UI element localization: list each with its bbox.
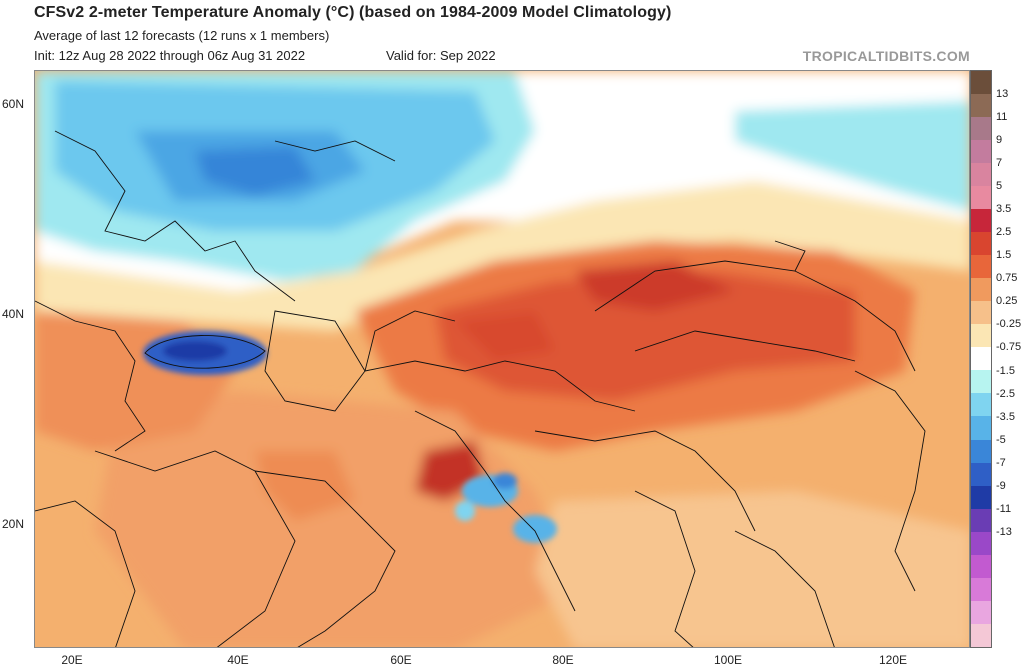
colorbar-segment	[971, 140, 991, 164]
colorbar-segment	[971, 485, 991, 509]
colorbar-segment	[971, 393, 991, 417]
lon-label-20e: 20E	[61, 653, 83, 667]
colorbar-label: -0.75	[996, 341, 1022, 354]
colorbar-segment	[971, 278, 991, 302]
colorbar	[970, 70, 992, 648]
colorbar-label: -5	[996, 433, 1006, 446]
chart-title: CFSv2 2-meter Temperature Anomaly (°C) (…	[34, 4, 672, 21]
lon-label-120e: 120E	[878, 653, 908, 667]
colorbar-segment	[971, 255, 991, 279]
colorbar-label: 3.5	[996, 203, 1012, 216]
colorbar-label: 5	[996, 180, 1003, 193]
colorbar-segment	[971, 370, 991, 394]
colorbar-segment	[971, 163, 991, 187]
colorbar-segment	[971, 439, 991, 463]
colorbar-label: 0.25	[996, 295, 1018, 308]
valid-time: Valid for: Sep 2022	[386, 48, 496, 63]
colorbar-label: 7	[996, 157, 1003, 170]
colorbar-label: -1.5	[996, 364, 1015, 377]
colorbar-segment	[971, 209, 991, 233]
colorbar-segment	[971, 554, 991, 578]
colorbar-segment	[971, 324, 991, 348]
colorbar-label: 1.5	[996, 249, 1012, 262]
colorbar-segment	[971, 347, 991, 371]
colorbar-segment	[971, 623, 991, 647]
chart-subtitle: Average of last 12 forecasts (12 runs x …	[34, 28, 330, 43]
lon-label-100e: 100E	[713, 653, 743, 667]
lon-label-60e: 60E	[390, 653, 412, 667]
lon-label-40e: 40E	[227, 653, 249, 667]
colorbar-segment	[971, 186, 991, 210]
anomaly-map	[34, 70, 970, 648]
colorbar-segment	[971, 508, 991, 532]
colorbar-label: -7	[996, 456, 1006, 469]
colorbar-segment	[971, 71, 991, 95]
colorbar-label: 0.75	[996, 272, 1018, 285]
colorbar-label: -9	[996, 479, 1006, 492]
colorbar-label: 9	[996, 134, 1003, 147]
lon-label-80e: 80E	[552, 653, 574, 667]
colorbar-label: -13	[996, 525, 1012, 538]
colorbar-segment	[971, 232, 991, 256]
colorbar-label: -3.5	[996, 410, 1015, 423]
colorbar-segment	[971, 117, 991, 141]
lat-label-20n: 20N	[2, 517, 25, 531]
colorbar-segment	[971, 94, 991, 118]
colorbar-label: 13	[996, 88, 1009, 101]
site-credit: TROPICALTIDBITS.COM	[802, 48, 970, 64]
init-time: Init: 12z Aug 28 2022 through 06z Aug 31…	[34, 48, 306, 63]
colorbar-segment	[971, 577, 991, 601]
colorbar-segment	[971, 416, 991, 440]
lat-label-40n: 40N	[2, 307, 25, 321]
colorbar-label: -0.25	[996, 318, 1022, 331]
lat-label-60n: 60N	[2, 97, 25, 111]
colorbar-label: -2.5	[996, 387, 1015, 400]
colorbar-segment	[971, 462, 991, 486]
colorbar-label: 2.5	[996, 226, 1012, 239]
colorbar-label: 11	[996, 111, 1008, 124]
colorbar-segment	[971, 301, 991, 325]
colorbar-label: -11	[996, 502, 1012, 515]
colorbar-segment	[971, 600, 991, 624]
colorbar-segment	[971, 531, 991, 555]
